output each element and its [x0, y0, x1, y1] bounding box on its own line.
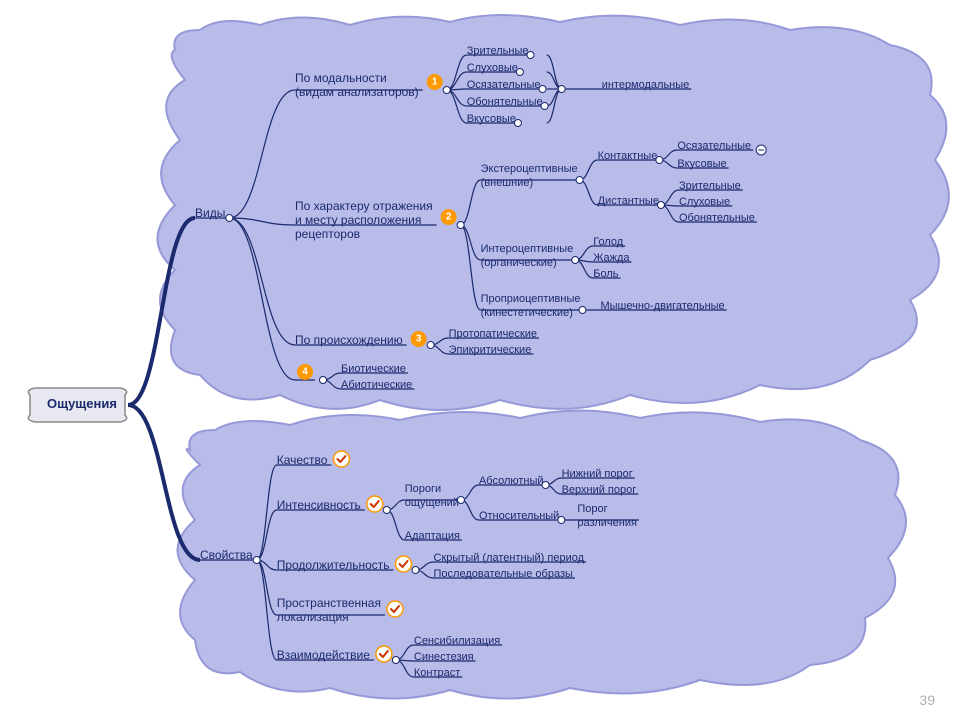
node-label: Голод: [593, 236, 624, 248]
node-label: Абиотические: [341, 379, 412, 391]
check-icon: [376, 646, 392, 662]
node-label: Вкусовые: [677, 158, 726, 170]
node-label: различения: [577, 517, 637, 529]
check-icon: [396, 556, 412, 572]
root-node: Ощущения: [28, 388, 126, 422]
node-label: рецепторов: [295, 227, 360, 241]
node-label: ощущений: [405, 497, 459, 509]
node-label: (кинестетические): [481, 307, 573, 319]
node-label: Вкусовые: [467, 113, 516, 125]
node-label: По модальности: [295, 71, 387, 85]
node-label: Зрительные: [467, 45, 529, 57]
node-label: Биотические: [341, 363, 406, 375]
node-label: Осязательные: [677, 140, 751, 152]
node-label: Обонятельные: [679, 212, 755, 224]
node-label: По происхождению: [295, 333, 403, 347]
check-icon: [367, 496, 383, 512]
node-label: Слуховые: [679, 196, 730, 208]
node-label: Нижний порог: [562, 468, 633, 480]
node-label: Контраст: [414, 667, 460, 679]
check-icon: [387, 601, 403, 617]
node-label: По характеру отражения: [295, 199, 433, 213]
node-label: Порог: [577, 503, 607, 515]
node-label: Экстероцептивные: [481, 163, 578, 175]
mindmap-diagram: Ощущения Виды По модальности(видам анализ…: [0, 0, 960, 720]
node-label: Протопатические: [449, 328, 537, 340]
node-label: Сенсибилизация: [414, 635, 500, 647]
node-label: Пороги: [405, 483, 441, 495]
root-label: Ощущения: [47, 396, 117, 411]
svg-text:1: 1: [432, 77, 438, 88]
node-label: Относительный: [479, 510, 559, 522]
node-label: Интенсивность: [277, 498, 361, 512]
node-label: (внешние): [481, 177, 534, 189]
node-label: Интероцептивные: [481, 243, 574, 255]
svg-text:2: 2: [446, 212, 452, 223]
node-label: Абсолютный: [479, 475, 544, 487]
svg-text:3: 3: [416, 334, 422, 345]
node-label: Качество: [277, 453, 328, 467]
node-label: Слуховые: [467, 62, 518, 74]
node-label: Скрытый (латентный) период: [434, 552, 585, 564]
node-label: Проприоцептивные: [481, 293, 581, 305]
node-label: Последовательные образы: [434, 568, 573, 580]
node-label: Эпикритические: [449, 344, 532, 356]
node-label: Синестезия: [414, 651, 474, 663]
node-label: Мышечно-двигательные: [600, 300, 724, 312]
node-label: Взаимодействие: [277, 648, 370, 662]
node-label: Дистантные: [598, 195, 659, 207]
node-label: Продолжительность: [277, 558, 390, 572]
node-label: Пространственная: [277, 596, 381, 610]
node-label: Обонятельные: [467, 96, 543, 108]
node-label: Зрительные: [679, 180, 741, 192]
node-label: локализация: [277, 610, 349, 624]
page-number: 39: [919, 692, 935, 708]
node-label: (органические): [481, 257, 557, 269]
node-label: Жажда: [593, 252, 630, 264]
node-label: интермодальные: [602, 79, 690, 91]
node-label: Боль: [593, 268, 619, 280]
branch-vidy: Виды: [195, 206, 225, 220]
node-label: и месту расположения: [295, 213, 421, 227]
cloud-top: [158, 15, 949, 410]
node-label: Адаптация: [405, 530, 460, 542]
node-label: Контактные: [598, 150, 658, 162]
branch-svoistva: Свойства: [200, 548, 253, 562]
node-label: Верхний порог: [562, 484, 637, 496]
node-label: (видам анализаторов): [295, 85, 419, 99]
svg-text:4: 4: [302, 367, 308, 378]
check-icon: [333, 451, 349, 467]
node-label: Осязательные: [467, 79, 541, 91]
